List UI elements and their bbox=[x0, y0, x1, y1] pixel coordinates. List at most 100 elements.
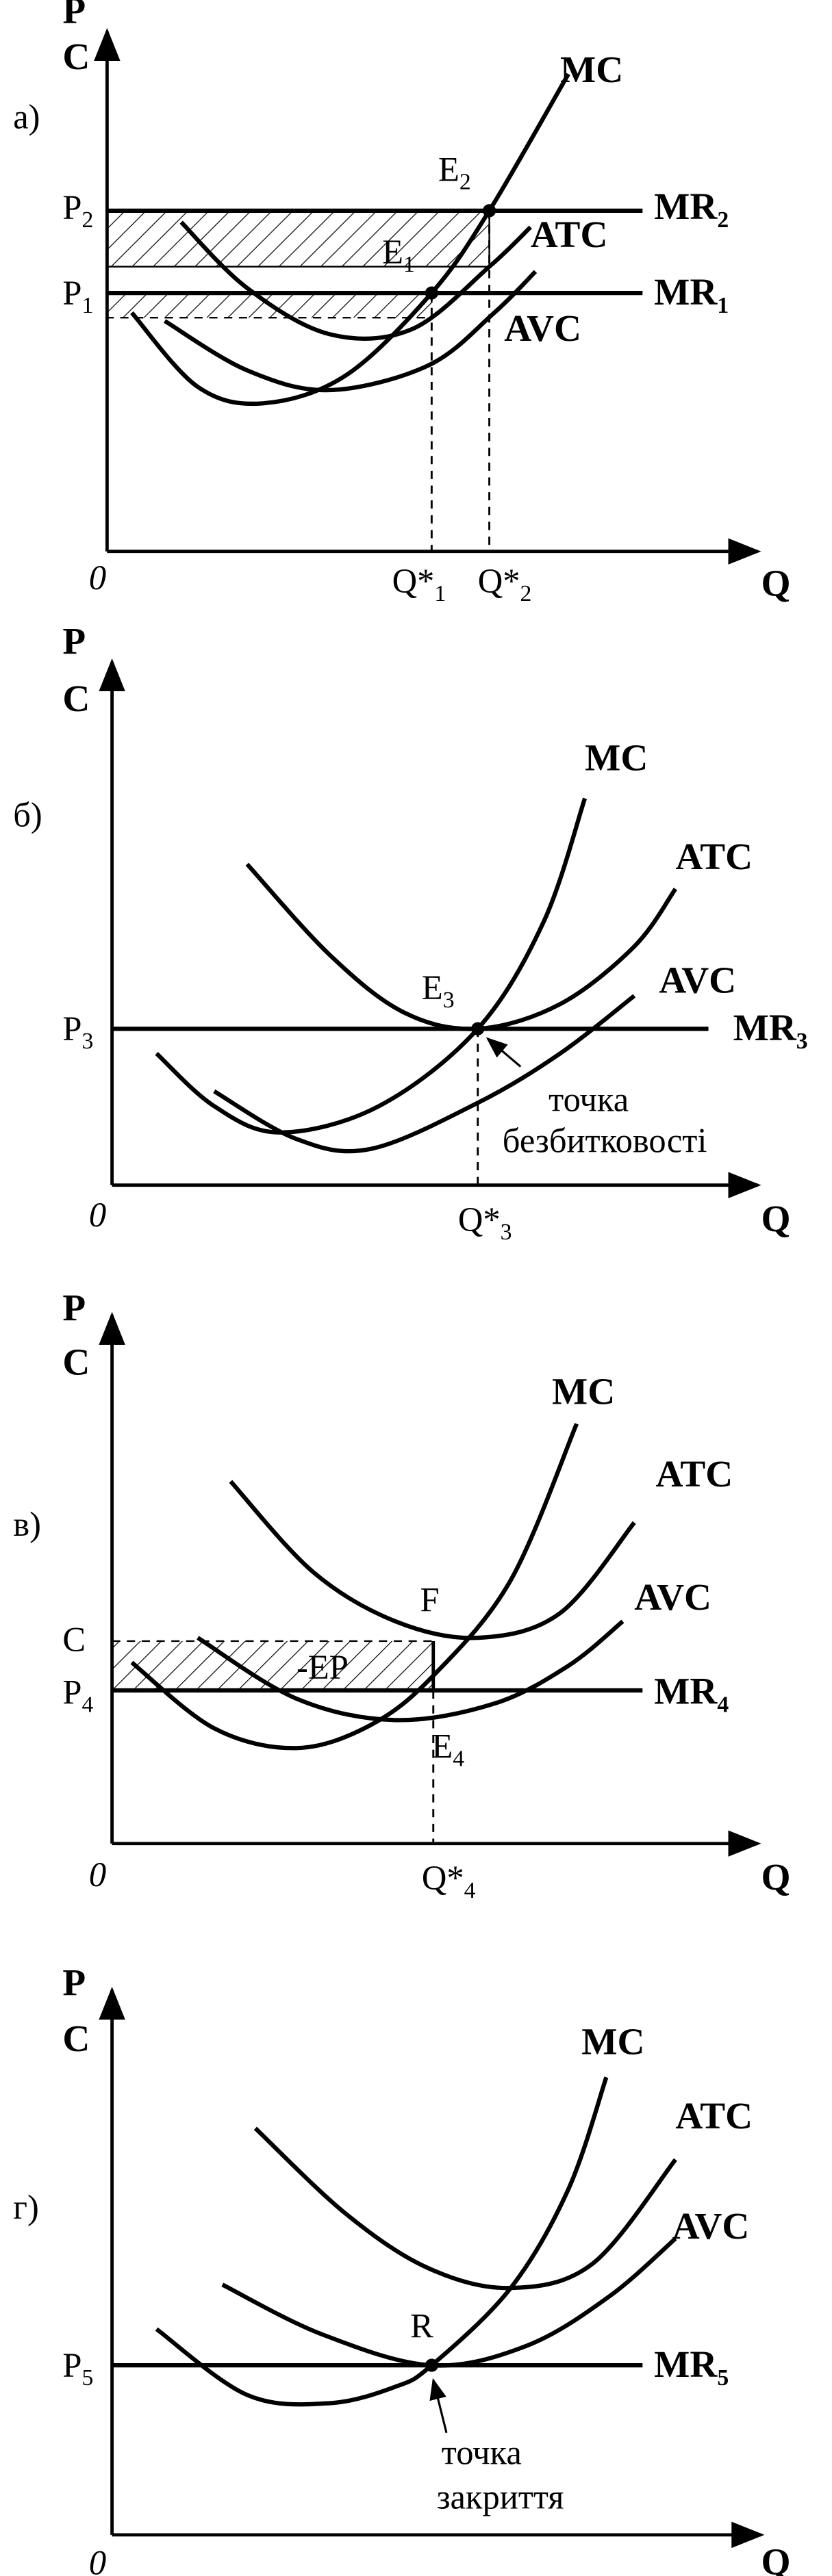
equilibrium-point bbox=[425, 286, 438, 300]
q-label: Q bbox=[761, 2541, 791, 2576]
mc-label: MC bbox=[585, 737, 648, 779]
r-label: R bbox=[410, 2306, 433, 2345]
p-label: P bbox=[62, 1961, 86, 2003]
q2-label: Q*2 bbox=[478, 562, 532, 606]
q3-label: Q*3 bbox=[458, 1200, 512, 1245]
mr2-label: MR2 bbox=[654, 185, 729, 233]
c-label: C bbox=[62, 1341, 90, 1382]
mc-curve bbox=[155, 797, 588, 1135]
note2-label: закриття bbox=[437, 2477, 564, 2516]
label-sub: 4 bbox=[464, 1878, 476, 1903]
atc-curve bbox=[253, 2126, 677, 2291]
mr3-label: MR3 bbox=[733, 1007, 808, 1054]
label-main: MR bbox=[654, 271, 718, 313]
mr5-label: MR5 bbox=[654, 2343, 729, 2391]
label-sub: 1 bbox=[717, 293, 729, 318]
label-sub: 1 bbox=[434, 581, 446, 606]
mc-label: MC bbox=[581, 2021, 644, 2063]
label-main: P bbox=[62, 2346, 81, 2384]
e4-label: E4 bbox=[431, 1727, 464, 1772]
label-main: P bbox=[62, 1009, 81, 1048]
e3-label: E3 bbox=[422, 968, 455, 1013]
origin-label: 0 bbox=[89, 2544, 106, 2576]
label-sub: 1 bbox=[403, 252, 415, 277]
avc-label: AVC bbox=[634, 1576, 711, 1618]
label-label: в) bbox=[13, 1505, 41, 1543]
label-main: E bbox=[438, 151, 459, 189]
atc-curve bbox=[245, 862, 677, 1031]
mc-curve bbox=[155, 2076, 609, 2407]
p-label: P bbox=[62, 620, 86, 662]
p5-label: P5 bbox=[62, 2346, 93, 2391]
label-main: Q* bbox=[422, 1859, 464, 1897]
q1-label: Q*1 bbox=[392, 562, 446, 606]
note1-label: точка bbox=[442, 2433, 522, 2471]
mc-label: MC bbox=[560, 49, 623, 90]
origin-label: 0 bbox=[89, 558, 106, 597]
equilibrium-point bbox=[482, 204, 496, 218]
label-sub: 3 bbox=[82, 1029, 94, 1054]
mc-label: MC bbox=[552, 1371, 615, 1413]
c-level-label: C bbox=[62, 1620, 86, 1658]
p4-label: P4 bbox=[62, 1673, 93, 1717]
label-main: MR bbox=[654, 1670, 718, 1712]
label-main: E bbox=[382, 233, 403, 271]
label-sub: 3 bbox=[443, 988, 455, 1013]
atc-label: ATC bbox=[675, 2095, 753, 2137]
avc-curve bbox=[163, 270, 538, 393]
origin-label: 0 bbox=[89, 1196, 106, 1234]
p-label: P bbox=[62, 1287, 86, 1328]
profit-area bbox=[106, 209, 490, 268]
note1-label: точка bbox=[549, 1080, 629, 1118]
mc-curve bbox=[130, 73, 570, 407]
label-label: б) bbox=[13, 795, 42, 834]
avc-curve bbox=[197, 1619, 625, 1723]
loss-area bbox=[111, 1640, 434, 1692]
q-label: Q bbox=[761, 563, 791, 604]
p3-label: P3 bbox=[62, 1009, 93, 1054]
arrow bbox=[429, 2378, 448, 2434]
label-main: P bbox=[62, 274, 81, 312]
label-main: E bbox=[431, 1727, 453, 1766]
atc-label: ATC bbox=[656, 1453, 733, 1495]
c-label: C bbox=[62, 36, 90, 77]
q4-label: Q*4 bbox=[422, 1859, 476, 1903]
avc-curve bbox=[213, 994, 636, 1154]
e2-label: E2 bbox=[438, 151, 471, 195]
arrow bbox=[486, 1037, 522, 1068]
label-sub: 3 bbox=[796, 1029, 808, 1054]
label-sub: 2 bbox=[520, 581, 531, 606]
equilibrium-point bbox=[471, 1022, 485, 1035]
equilibrium-point bbox=[425, 2358, 438, 2372]
c-label: C bbox=[62, 678, 90, 719]
ep-label: -EP bbox=[297, 1648, 349, 1686]
label-sub: 4 bbox=[82, 1692, 94, 1717]
label-sub: 5 bbox=[82, 2365, 94, 2391]
label-main: E bbox=[422, 968, 443, 1007]
origin-label: 0 bbox=[89, 1855, 106, 1894]
atc-label: ATC bbox=[675, 836, 753, 877]
atc-label: ATC bbox=[531, 214, 608, 255]
c-label: C bbox=[62, 2018, 90, 2059]
label-sub: 1 bbox=[82, 293, 94, 318]
f-label: F bbox=[420, 1581, 440, 1619]
label-label: а) bbox=[13, 98, 40, 136]
avc-label: AVC bbox=[672, 2205, 750, 2247]
label-main: Q* bbox=[392, 562, 435, 600]
label-sub: 3 bbox=[501, 1220, 512, 1245]
label-sub: 2 bbox=[82, 207, 94, 233]
p-label: P bbox=[62, 0, 86, 31]
atc-curve bbox=[229, 1480, 636, 1640]
label-main: MR bbox=[654, 185, 718, 227]
label-sub: 2 bbox=[717, 207, 729, 233]
label-label: г) bbox=[13, 2188, 39, 2226]
p1-label: P1 bbox=[62, 274, 93, 318]
q-label: Q bbox=[761, 1856, 791, 1898]
mr1-label: MR1 bbox=[654, 271, 729, 318]
note2-label: безбитковості bbox=[503, 1122, 707, 1160]
label-sub: 4 bbox=[717, 1692, 729, 1717]
p2-label: P2 bbox=[62, 188, 93, 233]
avc-curve bbox=[221, 2237, 677, 2368]
label-main: MR bbox=[654, 2343, 718, 2385]
